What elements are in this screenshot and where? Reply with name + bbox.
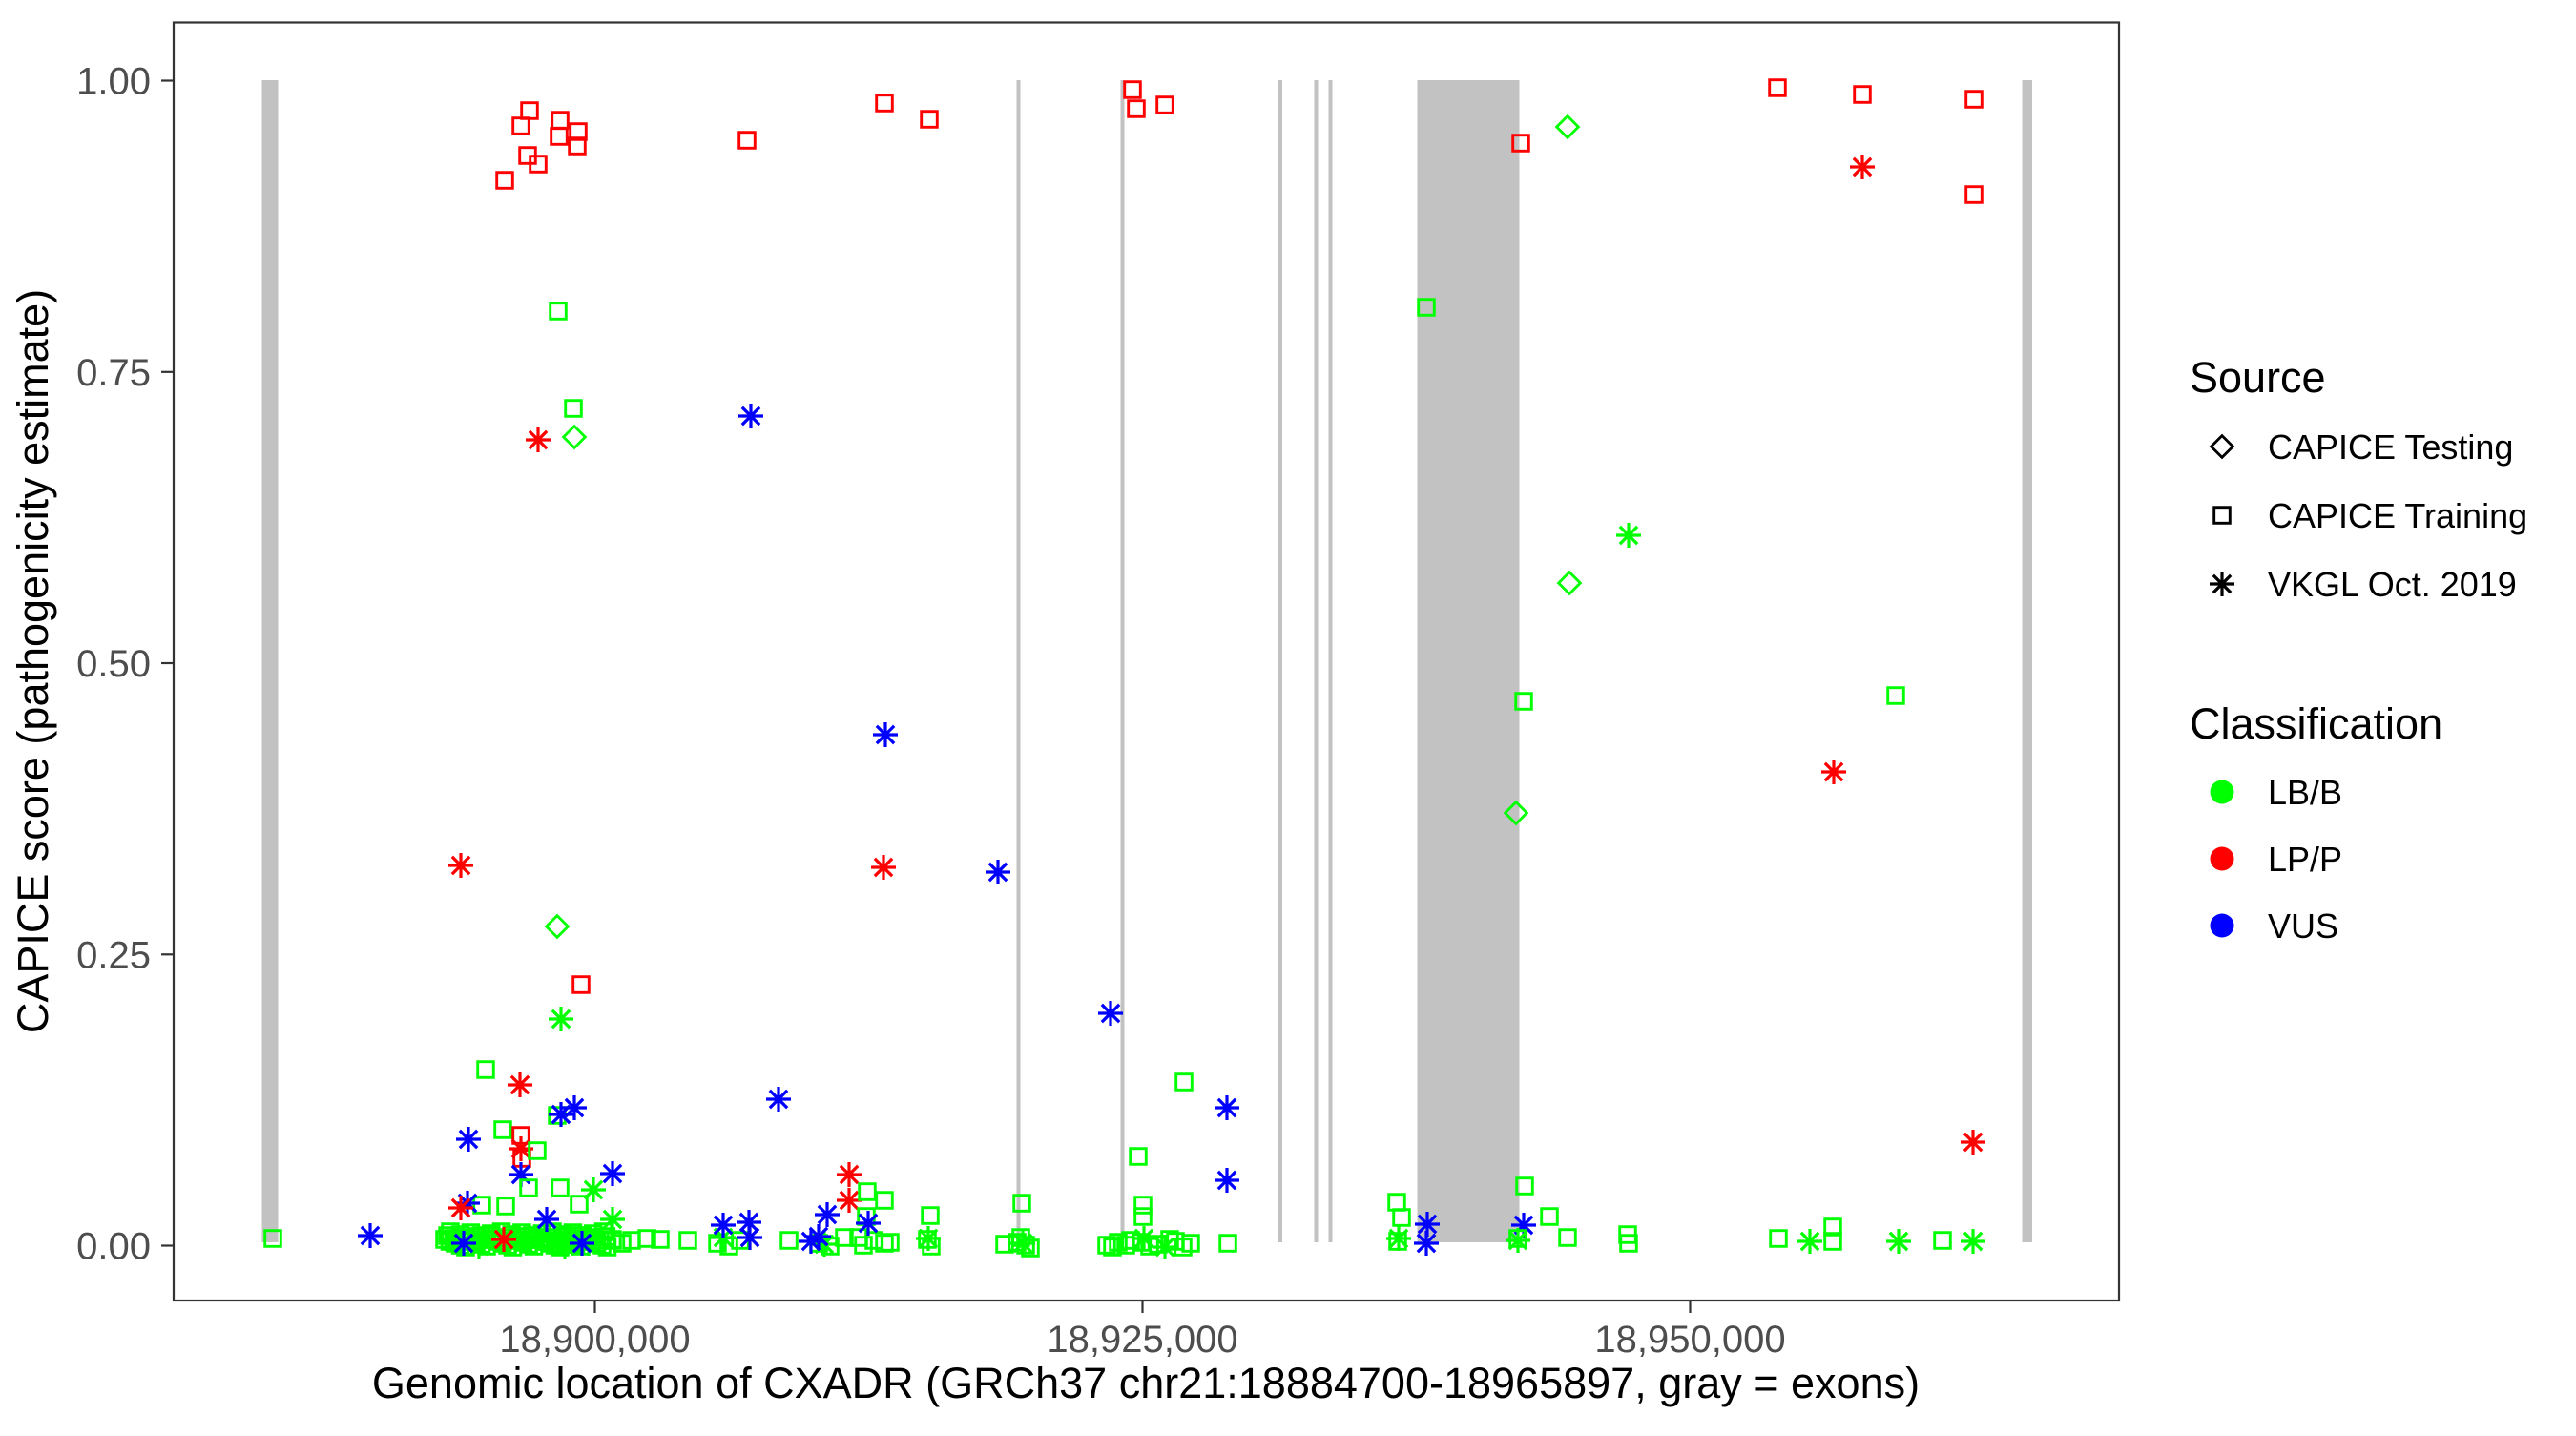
svg-text:Classification: Classification: [2190, 699, 2442, 748]
svg-text:0.50: 0.50: [76, 643, 151, 685]
svg-text:0.00: 0.00: [76, 1226, 151, 1268]
svg-text:0.25: 0.25: [76, 934, 151, 976]
svg-text:LP/P: LP/P: [2268, 840, 2342, 879]
svg-text:18,950,000: 18,950,000: [1594, 1319, 1785, 1361]
svg-text:CAPICE Testing: CAPICE Testing: [2268, 427, 2513, 467]
svg-text:0.75: 0.75: [76, 352, 151, 394]
svg-text:CAPICE score (pathogenicity es: CAPICE score (pathogenicity estimate): [9, 289, 57, 1033]
svg-text:VUS: VUS: [2268, 906, 2338, 946]
svg-text:Source: Source: [2190, 353, 2326, 402]
svg-text:18,925,000: 18,925,000: [1047, 1319, 1237, 1361]
svg-text:CAPICE Training: CAPICE Training: [2268, 496, 2527, 535]
svg-text:18,900,000: 18,900,000: [499, 1319, 690, 1361]
svg-text:1.00: 1.00: [76, 61, 151, 103]
svg-text:VKGL Oct. 2019: VKGL Oct. 2019: [2268, 565, 2517, 604]
svg-text:Genomic location of CXADR (GRC: Genomic location of CXADR (GRCh37 chr21:…: [372, 1359, 1920, 1407]
svg-text:LB/B: LB/B: [2268, 773, 2342, 812]
